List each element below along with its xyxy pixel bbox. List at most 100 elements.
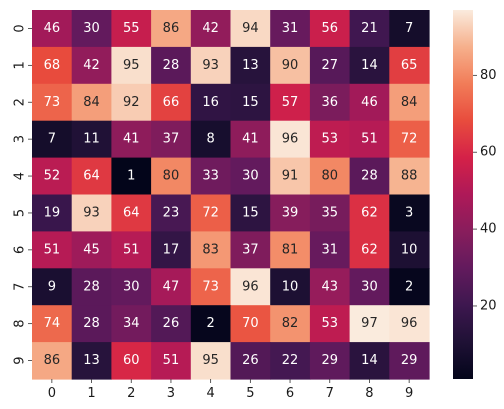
heatmap-cell xyxy=(389,342,430,380)
cell-value-label: 84 xyxy=(401,95,418,110)
cell-value-label: 52 xyxy=(44,169,61,184)
cell-value-label: 28 xyxy=(361,169,378,184)
cell-value-label: 37 xyxy=(242,242,259,257)
cell-value-label: 64 xyxy=(83,169,100,184)
heatmap-cell xyxy=(111,305,152,343)
cell-value-label: 70 xyxy=(242,316,259,331)
cell-value-label: 47 xyxy=(163,279,180,294)
cell-value-label: 39 xyxy=(282,205,299,220)
cell-value-label: 33 xyxy=(202,169,219,184)
x-tick-label: 7 xyxy=(326,386,334,401)
heatmap-cell xyxy=(111,46,152,85)
heatmap-cell xyxy=(230,46,271,85)
cell-value-label: 88 xyxy=(401,169,418,184)
heatmap-cell xyxy=(389,10,430,48)
cell-value-label: 13 xyxy=(83,353,100,368)
heatmap-cell xyxy=(71,83,112,122)
cell-value-label: 83 xyxy=(202,242,219,257)
heatmap-cell xyxy=(190,83,232,122)
cell-value-label: 9 xyxy=(48,279,56,294)
heatmap-cell xyxy=(151,231,192,269)
cell-value-label: 19 xyxy=(44,205,61,220)
heatmap-cell xyxy=(389,157,430,196)
heatmap-cell xyxy=(111,157,152,196)
cell-value-label: 29 xyxy=(401,353,418,368)
heatmap-cell xyxy=(349,46,390,85)
cell-value-label: 66 xyxy=(163,95,180,110)
cell-value-label: 72 xyxy=(202,205,219,220)
heatmap-cell xyxy=(349,83,390,122)
cell-value-label: 26 xyxy=(163,316,180,331)
heatmap-cell xyxy=(71,231,112,269)
heatmap-cell xyxy=(190,342,232,380)
heatmap-cell xyxy=(349,157,390,196)
cell-value-label: 96 xyxy=(242,279,259,294)
y-tick-label: 0 xyxy=(13,24,28,32)
heatmap-cell xyxy=(270,194,311,232)
cell-value-label: 72 xyxy=(401,132,418,147)
cell-value-label: 28 xyxy=(163,58,180,73)
heatmap-cell xyxy=(389,268,430,306)
heatmap-cell xyxy=(270,83,311,122)
heatmap-cell xyxy=(349,120,390,159)
cell-value-label: 86 xyxy=(163,21,180,36)
cell-value-label: 91 xyxy=(282,169,299,184)
heatmap-cell xyxy=(111,342,152,380)
y-tick-label: 9 xyxy=(13,356,28,364)
cell-value-label: 64 xyxy=(123,205,140,220)
heatmap-cell xyxy=(111,120,152,159)
heatmap-cell xyxy=(32,268,73,306)
colorbar-tick-label: 60 xyxy=(480,145,497,160)
cell-value-label: 10 xyxy=(401,242,418,257)
heatmap-cell xyxy=(190,46,232,85)
cell-value-label: 30 xyxy=(83,21,100,36)
cell-value-label: 30 xyxy=(361,279,378,294)
heatmap-cell xyxy=(71,194,112,232)
heatmap-cell xyxy=(190,305,232,343)
cell-value-label: 43 xyxy=(321,279,338,294)
heatmap-cell xyxy=(349,268,390,306)
cell-value-label: 53 xyxy=(321,316,338,331)
cell-value-label: 65 xyxy=(401,58,418,73)
cell-value-label: 28 xyxy=(83,316,100,331)
cell-value-label: 26 xyxy=(242,353,259,368)
heatmap-cell xyxy=(309,268,351,306)
heatmap-cells: 46 30 55 86 42 94 31 56 21 768 42 95 28 93 13 90 27 14 657… xyxy=(32,10,430,380)
y-tick-label: 8 xyxy=(13,320,28,328)
y-tick-label: 6 xyxy=(13,246,28,254)
cell-value-label: 16 xyxy=(202,95,219,110)
cell-value-label: 80 xyxy=(321,169,338,184)
heatmap-cell xyxy=(230,157,271,196)
cell-value-label: 14 xyxy=(361,58,378,73)
heatmap-cell xyxy=(309,305,351,343)
cell-value-label: 62 xyxy=(361,242,378,257)
cell-value-label: 51 xyxy=(361,132,378,147)
heatmap-cell xyxy=(349,10,390,48)
heatmap-cell xyxy=(151,342,192,380)
heatmap-cell xyxy=(270,120,311,159)
cell-value-label: 84 xyxy=(83,95,100,110)
heatmap-cell xyxy=(230,120,271,159)
heatmap-cell xyxy=(230,83,271,122)
x-tick-label: 0 xyxy=(48,386,56,401)
cell-value-label: 29 xyxy=(321,353,338,368)
heatmap-cell xyxy=(151,83,192,122)
heatmap-cell xyxy=(32,10,73,48)
heatmap-cell xyxy=(230,194,271,232)
cell-value-label: 80 xyxy=(163,169,180,184)
x-tick-label: 5 xyxy=(246,386,254,401)
heatmap-cell xyxy=(151,194,192,232)
heatmap-cell xyxy=(32,46,73,85)
colorbar: 20 40 60 80 xyxy=(453,10,497,379)
cell-value-label: 46 xyxy=(361,95,378,110)
heatmap-cell xyxy=(270,268,311,306)
heatmap-cell xyxy=(349,194,390,232)
heatmap-cell xyxy=(151,46,192,85)
heatmap-cell xyxy=(230,10,271,48)
cell-value-label: 46 xyxy=(44,21,61,36)
heatmap-cell xyxy=(309,83,351,122)
cell-value-label: 13 xyxy=(242,58,259,73)
heatmap-cell xyxy=(230,231,271,269)
y-tick-label: 2 xyxy=(13,98,28,106)
cell-value-label: 56 xyxy=(321,21,338,36)
